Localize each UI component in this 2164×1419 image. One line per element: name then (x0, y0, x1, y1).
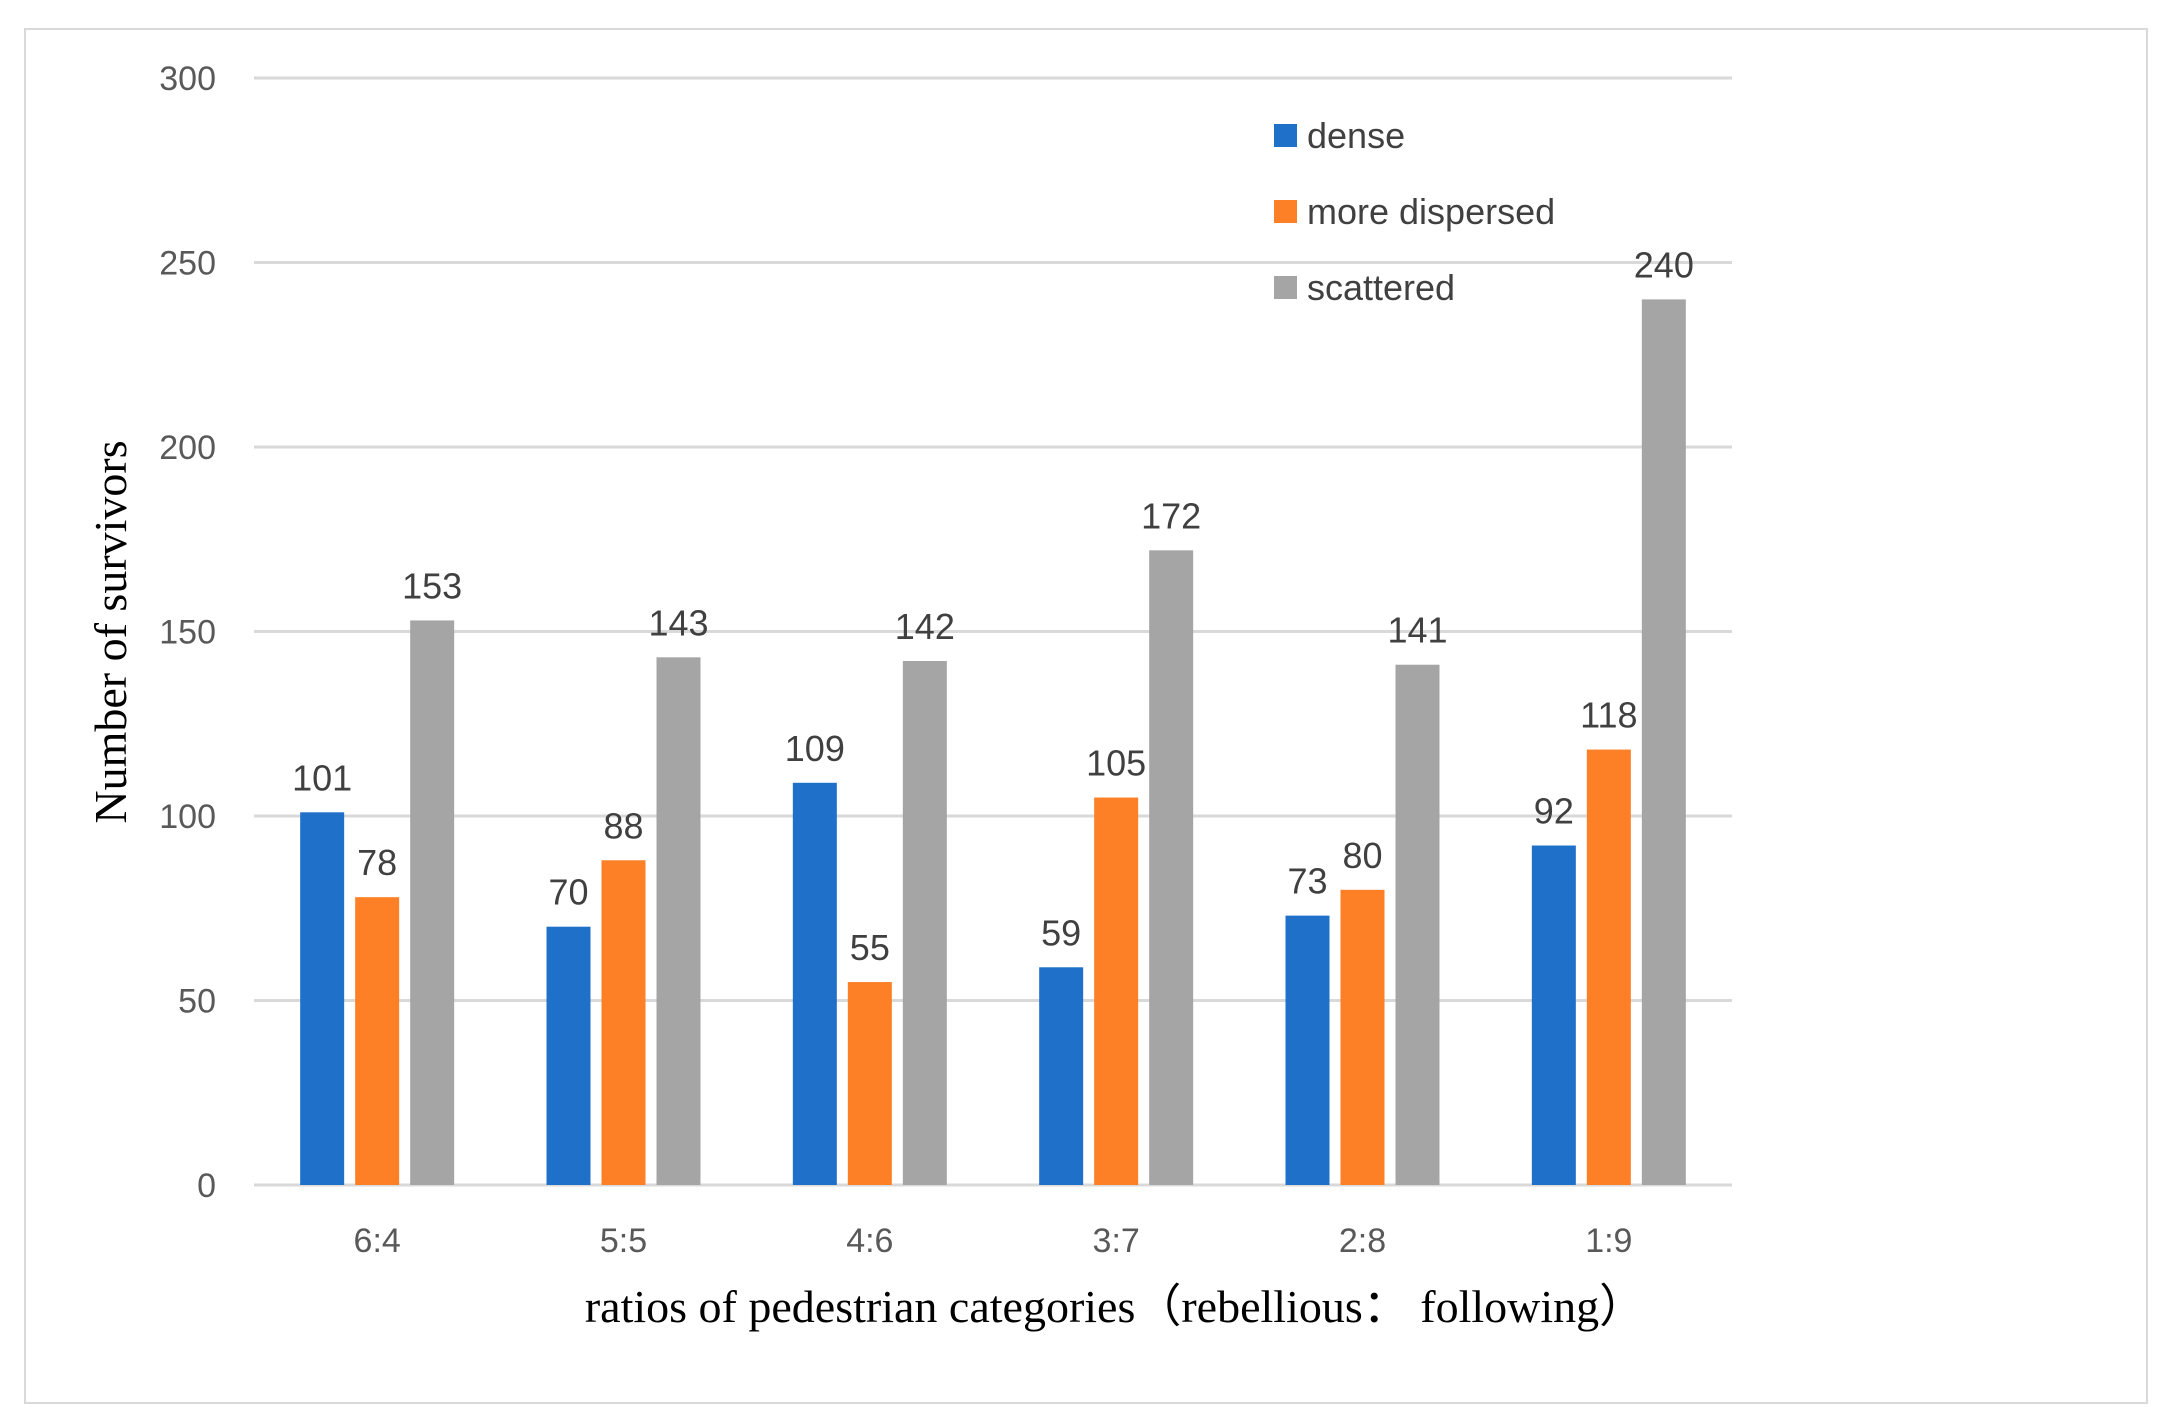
y-axis-ticks: 0 50 100 150 200 250 300 (159, 60, 216, 1205)
y-axis-title: Number of survivors (85, 440, 136, 823)
bar-dense-5-5 (546, 926, 591, 1185)
y-tick-label: 0 (197, 1167, 216, 1205)
gridlines (254, 76, 1732, 1187)
bar-more-dispersed-3-7 (1094, 797, 1139, 1185)
x-tick-label: 2:8 (1339, 1222, 1386, 1260)
data-label: 80 (1342, 835, 1382, 876)
data-label: 88 (603, 805, 643, 846)
legend-label: scattered (1307, 267, 1455, 308)
legend-swatch-scattered (1274, 276, 1297, 299)
y-tick-label: 50 (178, 983, 216, 1021)
y-tick-label: 250 (159, 245, 216, 283)
data-label: 59 (1041, 912, 1081, 953)
data-label: 141 (1387, 610, 1447, 651)
bar-more-dispersed-1-9 (1586, 749, 1631, 1185)
data-label: 101 (292, 757, 352, 798)
data-label: 109 (785, 728, 845, 769)
bar-dense-3-7 (1039, 967, 1084, 1185)
legend-label: more dispersed (1307, 191, 1555, 232)
data-label: 153 (402, 565, 462, 606)
bar-more-dispersed-6-4 (355, 897, 400, 1185)
x-tick-label: 1:9 (1585, 1222, 1632, 1260)
bar-more-dispersed-2-8 (1340, 889, 1385, 1185)
bar-dense-1-9 (1531, 845, 1576, 1185)
x-axis-title: ratios of pedestrian categories（rebellio… (585, 1281, 1645, 1332)
bar-scattered-4-6 (902, 661, 947, 1185)
legend-swatch-dense (1274, 124, 1297, 147)
data-label: 70 (548, 872, 588, 913)
bar-dense-2-8 (1285, 915, 1330, 1185)
x-tick-label: 3:7 (1093, 1222, 1140, 1260)
x-tick-label: 6:4 (354, 1222, 401, 1260)
x-tick-label: 5:5 (600, 1222, 647, 1260)
bar-more-dispersed-5-5 (601, 860, 646, 1185)
legend-label: dense (1307, 115, 1405, 156)
data-label: 240 (1634, 244, 1694, 285)
legend: dense more dispersed scattered (1274, 115, 1555, 308)
bar-scattered-6-4 (410, 620, 455, 1185)
y-tick-label: 150 (159, 614, 216, 652)
bar-scattered-3-7 (1149, 550, 1194, 1185)
bar-dense-6-4 (300, 812, 345, 1185)
legend-swatch-more-dispersed (1274, 200, 1297, 223)
x-tick-label: 4:6 (846, 1222, 893, 1260)
bars (300, 299, 1686, 1185)
data-label: 92 (1534, 791, 1574, 832)
data-label: 172 (1141, 495, 1201, 536)
bar-scattered-5-5 (656, 657, 701, 1185)
data-labels: 101 78 153 70 88 143 109 55 142 59 105 172 73 80 141 92… (292, 244, 1694, 968)
x-axis-ticks: 6:4 5:5 4:6 3:7 2:8 1:9 (354, 1222, 1633, 1260)
bar-scattered-1-9 (1641, 299, 1686, 1185)
data-label: 105 (1086, 743, 1146, 784)
y-tick-label: 100 (159, 798, 216, 836)
data-label: 118 (1580, 695, 1637, 736)
bar-dense-4-6 (792, 782, 837, 1185)
data-label: 143 (648, 602, 708, 643)
y-tick-label: 300 (159, 60, 216, 98)
data-label: 142 (895, 606, 955, 647)
bar-scattered-2-8 (1395, 664, 1440, 1185)
bar-more-dispersed-4-6 (847, 982, 892, 1185)
data-label: 73 (1287, 861, 1327, 902)
data-label: 78 (357, 842, 397, 883)
data-label: 55 (850, 927, 890, 968)
y-tick-label: 200 (159, 429, 216, 467)
